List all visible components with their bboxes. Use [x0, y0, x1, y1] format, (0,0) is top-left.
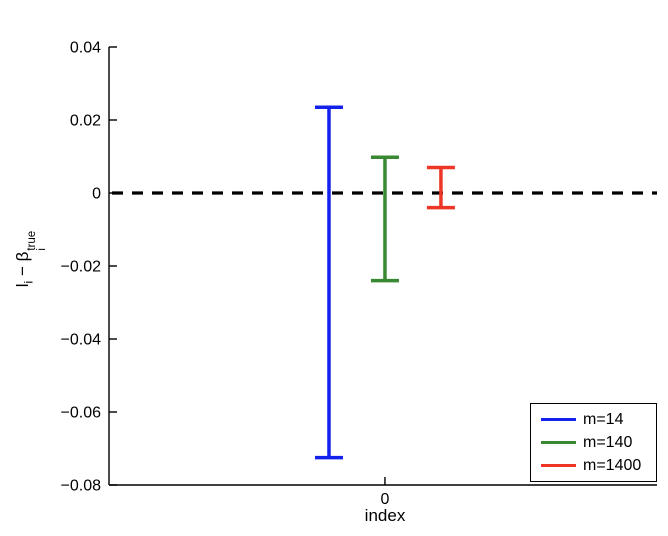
y-tick-label: −0.06	[61, 405, 102, 422]
y-tick-label: −0.08	[61, 478, 102, 495]
y-tick-label: −0.02	[61, 259, 102, 276]
legend-line-m14	[541, 418, 576, 421]
ylabel-lhs-sub: i	[21, 280, 36, 284]
legend-label-m14: m=14	[583, 410, 624, 428]
legend-item-m14: m=14	[541, 410, 656, 428]
y-tick-label: 0	[92, 186, 101, 203]
legend-item-m140: m=140	[541, 433, 656, 451]
legend: m=14 m=140 m=1400	[530, 403, 657, 482]
ylabel-rhs-sub: i	[36, 248, 48, 251]
x-tick-label: 0	[381, 491, 390, 508]
legend-item-m1400: m=1400	[541, 456, 656, 474]
errorbar-m-140	[370, 155, 399, 283]
errorbar-m-14	[314, 105, 343, 460]
ylabel-lhs-base: l	[13, 283, 32, 288]
legend-line-m1400	[541, 464, 576, 467]
x-axis-label: index	[364, 506, 406, 525]
y-tick-label: −0.04	[61, 332, 102, 349]
y-tick-label: 0.04	[70, 40, 101, 57]
ylabel-minus: −	[13, 261, 32, 281]
legend-label-m1400: m=1400	[583, 456, 642, 474]
y-axis-label: li − β true i	[13, 196, 48, 322]
y-tick-label: 0.02	[70, 113, 101, 130]
errorbar-m-1400	[426, 165, 455, 210]
ylabel-rhs-supsub: true i	[26, 231, 48, 251]
legend-line-m140	[541, 441, 576, 444]
ylabel-rhs-base: β	[13, 251, 32, 262]
legend-label-m140: m=140	[583, 433, 633, 451]
